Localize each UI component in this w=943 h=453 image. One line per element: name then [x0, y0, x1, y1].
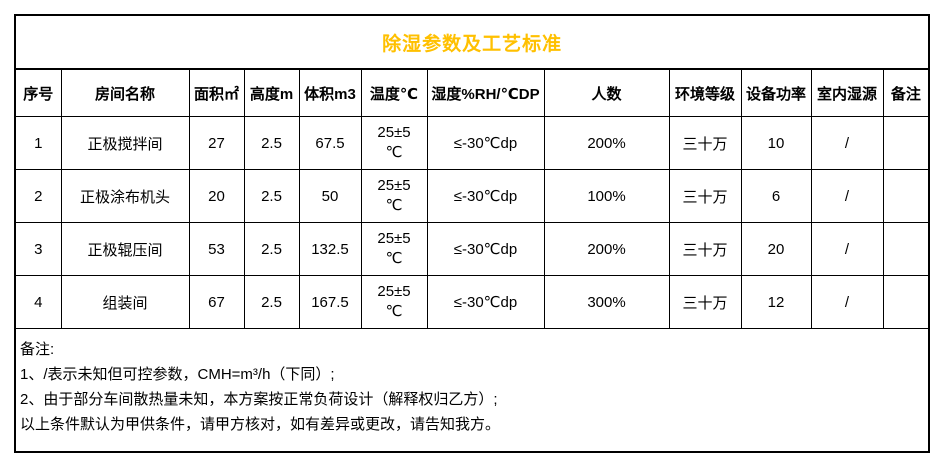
cell-height: 2.5 [243, 169, 300, 223]
col-header-room: 房间名称 [60, 68, 190, 117]
cell-volume: 132.5 [298, 222, 362, 276]
notes-heading: 备注: [20, 341, 55, 358]
page-title: 除湿参数及工艺标准 [14, 14, 930, 70]
cell-height: 2.5 [243, 275, 300, 329]
table-row: 4 组装间 67 2.5 167.5 25±5 ℃ ≤-30℃dp 300% 三… [14, 275, 930, 329]
title-row: 除湿参数及工艺标准 [14, 14, 930, 70]
cell-volume: 50 [298, 169, 362, 223]
cell-area: 27 [188, 116, 245, 170]
cell-room: 正极辊压间 [60, 222, 190, 276]
note-line-2: 2、由于部分车间散热量未知，本方案按正常负荷设计（解释权归乙方）; [20, 391, 498, 408]
cell-temp: 25±5 ℃ [360, 116, 428, 170]
col-header-index: 序号 [14, 68, 62, 117]
cell-humidity: ≤-30℃dp [426, 169, 545, 223]
cell-people: 100% [543, 169, 670, 223]
spec-table: 除湿参数及工艺标准 序号 房间名称 面积㎡ 高度m 体积m3 温度℃ 湿度%RH… [14, 14, 931, 453]
cell-moisture: / [810, 169, 884, 223]
cell-height: 2.5 [243, 116, 300, 170]
note-line-1: 1、/表示未知但可控参数，CMH=m³/h（下同）; [20, 366, 335, 383]
cell-env: 三十万 [668, 275, 742, 329]
cell-humidity: ≤-30℃dp [426, 116, 545, 170]
table-row: 2 正极涂布机头 20 2.5 50 25±5 ℃ ≤-30℃dp 100% 三… [14, 169, 930, 223]
cell-temp: 25±5 ℃ [360, 275, 428, 329]
table-row: 3 正极辊压间 53 2.5 132.5 25±5 ℃ ≤-30℃dp 200%… [14, 222, 930, 276]
col-header-volume: 体积m3 [298, 68, 362, 117]
cell-volume: 167.5 [298, 275, 362, 329]
cell-room: 组装间 [60, 275, 190, 329]
cell-index: 3 [14, 222, 62, 276]
cell-moisture: / [810, 275, 884, 329]
cell-index: 2 [14, 169, 62, 223]
cell-power: 6 [740, 169, 812, 223]
cell-remark [882, 222, 930, 276]
cell-room: 正极涂布机头 [60, 169, 190, 223]
cell-area: 53 [188, 222, 245, 276]
cell-temp: 25±5 ℃ [360, 222, 428, 276]
cell-remark [882, 169, 930, 223]
cell-env: 三十万 [668, 222, 742, 276]
col-header-remark: 备注 [882, 68, 930, 117]
col-header-temp: 温度℃ [360, 68, 428, 117]
table-row: 1 正极搅拌间 27 2.5 67.5 25±5 ℃ ≤-30℃dp 200% … [14, 116, 930, 170]
col-header-moisture: 室内湿源 [810, 68, 884, 117]
notes-row: 备注: 1、/表示未知但可控参数，CMH=m³/h（下同）; 2、由于部分车间散… [14, 328, 930, 453]
table-header-row: 序号 房间名称 面积㎡ 高度m 体积m3 温度℃ 湿度%RH/℃DP 人数 环境… [14, 68, 930, 117]
cell-temp: 25±5 ℃ [360, 169, 428, 223]
cell-height: 2.5 [243, 222, 300, 276]
cell-room: 正极搅拌间 [60, 116, 190, 170]
cell-moisture: / [810, 116, 884, 170]
cell-people: 200% [543, 116, 670, 170]
cell-remark [882, 116, 930, 170]
note-line-3: 以上条件默认为甲供条件，请甲方核对，如有差异或更改，请告知我方。 [20, 416, 501, 433]
cell-people: 300% [543, 275, 670, 329]
cell-env: 三十万 [668, 169, 742, 223]
notes-cell: 备注: 1、/表示未知但可控参数，CMH=m³/h（下同）; 2、由于部分车间散… [14, 328, 930, 453]
col-header-power: 设备功率 [740, 68, 812, 117]
cell-remark [882, 275, 930, 329]
cell-humidity: ≤-30℃dp [426, 222, 545, 276]
dehumidification-spec-sheet: 除湿参数及工艺标准 序号 房间名称 面积㎡ 高度m 体积m3 温度℃ 湿度%RH… [14, 14, 931, 453]
cell-power: 10 [740, 116, 812, 170]
cell-humidity: ≤-30℃dp [426, 275, 545, 329]
cell-env: 三十万 [668, 116, 742, 170]
cell-power: 20 [740, 222, 812, 276]
cell-index: 4 [14, 275, 62, 329]
col-header-env: 环境等级 [668, 68, 742, 117]
cell-people: 200% [543, 222, 670, 276]
cell-area: 20 [188, 169, 245, 223]
cell-area: 67 [188, 275, 245, 329]
cell-moisture: / [810, 222, 884, 276]
cell-index: 1 [14, 116, 62, 170]
col-header-height: 高度m [243, 68, 300, 117]
cell-power: 12 [740, 275, 812, 329]
col-header-humidity: 湿度%RH/℃DP [426, 68, 545, 117]
cell-volume: 67.5 [298, 116, 362, 170]
col-header-people: 人数 [543, 68, 670, 117]
col-header-area: 面积㎡ [188, 68, 245, 117]
